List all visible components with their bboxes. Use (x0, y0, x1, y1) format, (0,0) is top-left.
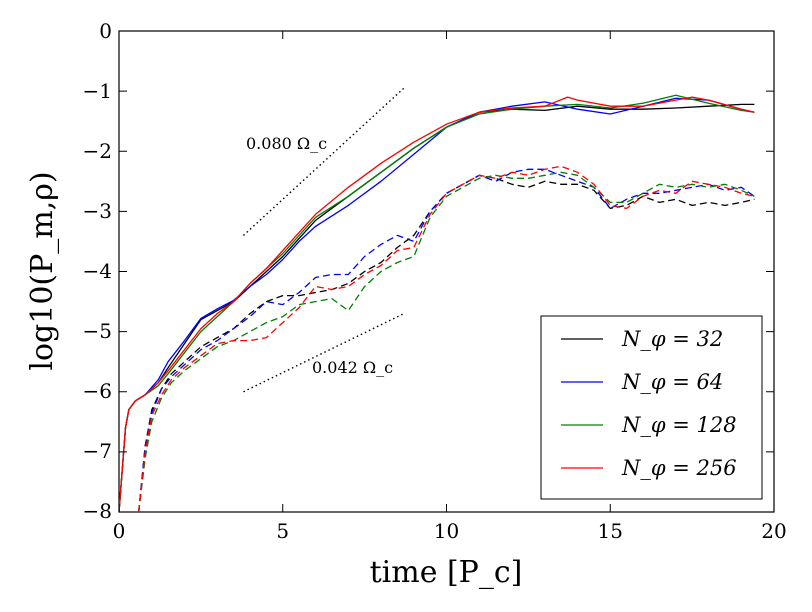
annotation-slope-0080: 0.080 Ω_c (246, 134, 327, 153)
x-tick-label-5: 5 (276, 519, 289, 543)
y-axis-title: log10(P_m,ρ) (25, 171, 60, 370)
legend-label-n32: N_φ = 32 (621, 327, 723, 351)
reference-line-0 (242, 87, 405, 236)
x-tick-label-15: 15 (598, 519, 623, 543)
y-tick-label-m8: −8 (83, 499, 112, 523)
legend-label-n64: N_φ = 64 (621, 370, 723, 394)
reference-line-1 (243, 312, 405, 393)
x-tick-label-10: 10 (434, 519, 459, 543)
annotation-slope-0042: 0.042 Ω_c (312, 358, 393, 377)
series-n64-dashed (138, 168, 755, 512)
reference-lines (242, 87, 405, 393)
y-tick-label-m7: −7 (83, 439, 112, 463)
series-n128-solid (119, 94, 755, 512)
y-tick-label-m6: −6 (83, 379, 112, 403)
y-tick-label-m2: −2 (83, 139, 112, 163)
series-n32-dashed (138, 174, 755, 512)
series-n64-solid (119, 97, 755, 512)
x-tick-label-0: 0 (113, 519, 126, 543)
y-tick-label-0: 0 (99, 19, 112, 43)
series-lines (119, 94, 755, 512)
legend: N_φ = 32 N_φ = 64 N_φ = 128 N_φ = 256 (540, 315, 763, 500)
legend-label-n128: N_φ = 128 (621, 413, 737, 437)
y-tick-label-m3: −3 (83, 199, 112, 223)
y-tick-label-m5: −5 (83, 319, 112, 343)
y-tick-label-m4: −4 (83, 259, 112, 283)
legend-label-n256: N_φ = 256 (621, 456, 737, 480)
series-n256-solid (119, 96, 755, 512)
x-tick-label-20: 20 (761, 519, 786, 543)
x-axis-title: time [P_c] (370, 555, 523, 590)
series-n128-dashed (138, 171, 755, 512)
axis-ticks (118, 30, 775, 513)
y-tick-label-m1: −1 (83, 79, 112, 103)
